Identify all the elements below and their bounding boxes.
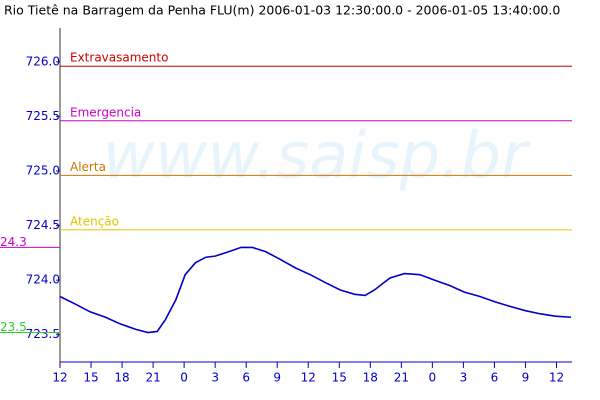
- y-tick-label: 726.0: [26, 54, 60, 68]
- x-tick-label: 12: [301, 371, 316, 385]
- x-tick-label: 21: [394, 371, 409, 385]
- x-tick-label: 9: [273, 371, 281, 385]
- threshold-label: Extravasamento: [70, 51, 168, 65]
- watermark: www.saisp.br: [103, 120, 532, 194]
- y-tick-label: 724.0: [26, 273, 60, 287]
- x-tick-label: 15: [332, 371, 347, 385]
- threshold-label: Alerta: [70, 160, 106, 174]
- x-tick-label: 0: [180, 371, 188, 385]
- threshold-label: Atenção: [70, 214, 119, 228]
- x-tick-label: 6: [491, 371, 499, 385]
- x-tick-label: 3: [211, 371, 219, 385]
- y-tick-label: 723.5: [26, 327, 60, 341]
- y-tick-label: 724.5: [26, 218, 60, 232]
- data-line: [59, 246, 572, 334]
- threshold-label: Emergencia: [70, 105, 141, 119]
- y-tick-label: 725.0: [26, 163, 60, 177]
- x-tick-label: 21: [145, 371, 160, 385]
- y-tick-label: 725.5: [26, 109, 60, 123]
- x-tick-label: 18: [363, 371, 378, 385]
- marker-label: 24.3: [0, 235, 27, 249]
- x-tick-label: 18: [114, 371, 129, 385]
- marker-label: 23.5: [0, 320, 27, 334]
- x-tick-label: 6: [242, 371, 250, 385]
- x-tick-label: 0: [429, 371, 437, 385]
- x-tick-label: 12: [549, 371, 564, 385]
- x-tick-label: 15: [83, 371, 98, 385]
- x-tick-label: 3: [460, 371, 468, 385]
- x-tick-label: 12: [52, 371, 67, 385]
- chart-title: Rio Tietê na Barragem da Penha FLU(m) 20…: [4, 3, 560, 18]
- x-tick-label: 9: [522, 371, 530, 385]
